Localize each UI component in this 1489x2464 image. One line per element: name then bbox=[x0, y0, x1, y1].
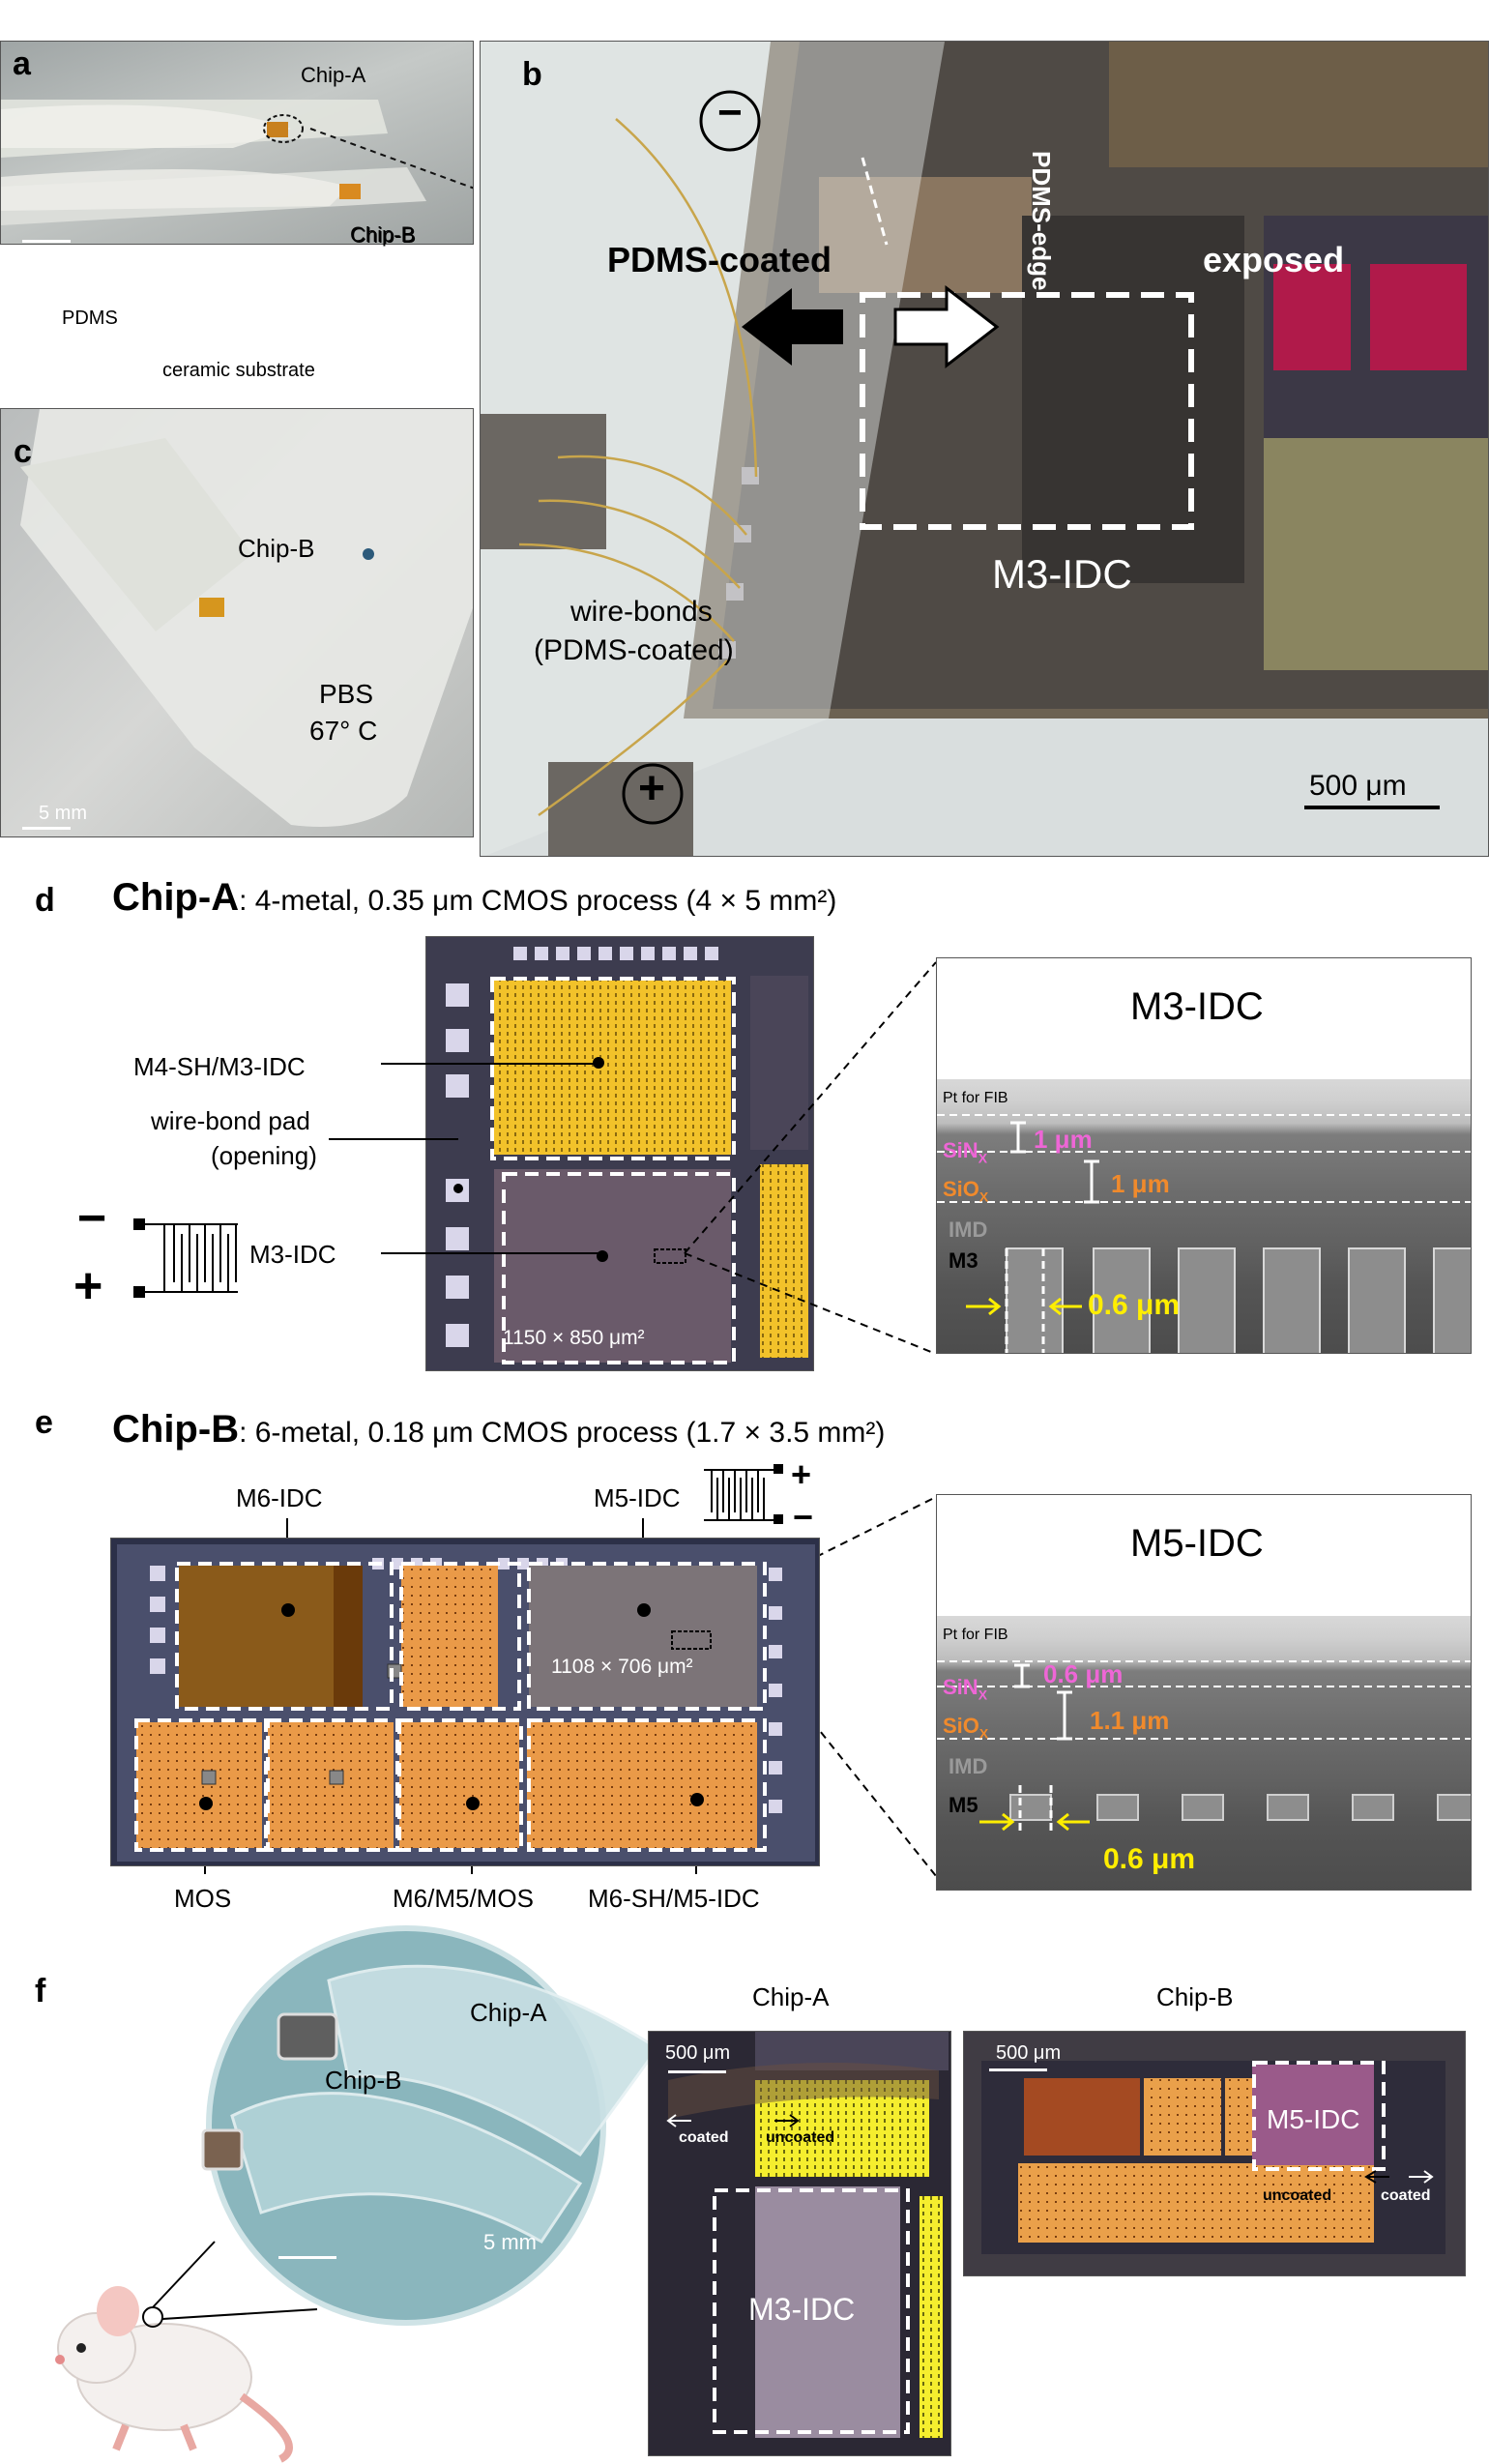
sem-m5-idc: M5-IDC Pt for FIB SiNX SiOX IMD M5 0.6 μ… bbox=[936, 1494, 1472, 1891]
chip-a-title-f: Chip-A bbox=[752, 1982, 830, 2011]
uncoated-label-a: uncoated bbox=[766, 2129, 835, 2146]
m6-idc-label: M6-IDC bbox=[236, 1483, 323, 1512]
pdms-coated-label: PDMS-coated bbox=[607, 240, 832, 279]
panel-e-label: e bbox=[35, 1404, 53, 1441]
idc-plus-e: + bbox=[791, 1454, 812, 1494]
uncoated-label-b: uncoated bbox=[1263, 2187, 1332, 2204]
wire-bond-pad-sublabel: (opening) bbox=[211, 1141, 317, 1170]
sio-sub-e: X bbox=[978, 1725, 989, 1742]
panel-c-photo bbox=[0, 408, 474, 837]
wire-bonds-label: wire-bonds bbox=[570, 596, 713, 628]
panel-a-photo: a Chip-A Chip-B PDMS bbox=[0, 41, 474, 245]
scale-label-f-b: 500 μm bbox=[996, 2042, 1062, 2064]
chip-a-title-rest: : 4-metal, 0.35 μm CMOS process (4 × 5 m… bbox=[239, 885, 837, 917]
panel-f-label: f bbox=[35, 1973, 46, 2009]
sio-d: SiO bbox=[943, 1177, 979, 1201]
panel-b-micrograph bbox=[480, 41, 1489, 857]
sin-e: SiN bbox=[943, 1675, 978, 1699]
chip-b-area: 1108 × 706 μm² bbox=[551, 1656, 693, 1678]
sem-title-e: M5-IDC bbox=[1130, 1522, 1264, 1565]
pt-fib-e: Pt for FIB bbox=[943, 1627, 1008, 1643]
sio-label-e: SiOX bbox=[943, 1714, 988, 1741]
chip-b-title-rest: : 6-metal, 0.18 μm CMOS process (1.7 × 3… bbox=[239, 1417, 886, 1449]
scale-label-f: 5 mm bbox=[483, 2230, 537, 2254]
chip-b-label: Chip-B bbox=[351, 223, 417, 245]
metal-label-e: M5 bbox=[949, 1793, 978, 1817]
minus-terminal: − bbox=[717, 89, 743, 136]
plus-terminal: + bbox=[638, 763, 666, 814]
sem-m3-idc: M3-IDC Pt for FIB SiNX SiOX IMD M3 1 μm … bbox=[936, 957, 1472, 1354]
temp-label: 67° C bbox=[309, 716, 378, 746]
chip-b-label-a: Chip-B bbox=[350, 222, 416, 247]
chip-a-layout bbox=[425, 936, 814, 1371]
sin-thickness-d: 1 μm bbox=[1034, 1125, 1093, 1154]
chip-a-implant-photo bbox=[648, 2031, 951, 2456]
imd-label-d: IMD bbox=[949, 1217, 988, 1242]
panel-c-label: c bbox=[14, 433, 32, 470]
m3-idc-label-d: M3-IDC bbox=[249, 1240, 336, 1269]
sem-title-d: M3-IDC bbox=[1130, 985, 1264, 1028]
chip-a-title-bold: Chip-A bbox=[112, 876, 240, 919]
wire-bond-pad-label: wire-bond pad bbox=[151, 1106, 310, 1135]
idc-plus-d: + bbox=[73, 1258, 103, 1314]
panel-b-label: b bbox=[522, 56, 542, 93]
chip-b-title-bold: Chip-B bbox=[112, 1408, 240, 1451]
m4-sh-m3-idc-label: M4-SH/M3-IDC bbox=[133, 1052, 306, 1081]
chip-b-layout bbox=[110, 1538, 820, 1866]
chip-b-implant-photo bbox=[963, 2031, 1466, 2276]
sio-thickness-e: 1.1 μm bbox=[1090, 1706, 1170, 1735]
coated-label-b: coated bbox=[1381, 2187, 1431, 2204]
idc-minus-d: − bbox=[77, 1190, 107, 1247]
chip-a-area: 1150 × 850 μm² bbox=[503, 1327, 645, 1349]
chip-b-title: Chip-B: 6-metal, 0.18 μm CMOS process (1… bbox=[112, 1408, 885, 1452]
chip-a-label-f: Chip-A bbox=[470, 1998, 547, 2027]
sio-e: SiO bbox=[943, 1714, 979, 1738]
pbs-label: PBS bbox=[319, 679, 374, 709]
idc-minus-e: − bbox=[793, 1497, 814, 1537]
coated-label-a: coated bbox=[679, 2129, 729, 2146]
m3-idc-label-f: M3-IDC bbox=[748, 2292, 856, 2327]
pdms-edge-label: PDMS-edge bbox=[1027, 151, 1056, 291]
pitch-d: 0.6 μm bbox=[1088, 1289, 1181, 1321]
pdms-label-a: PDMS bbox=[62, 308, 118, 329]
imd-label-e: IMD bbox=[949, 1754, 988, 1778]
sin-label-e: SiNX bbox=[943, 1675, 987, 1702]
mos-label: MOS bbox=[174, 1884, 232, 1913]
sin-sub-e: X bbox=[978, 1687, 988, 1703]
m5-idc-label: M5-IDC bbox=[594, 1483, 681, 1512]
scale-label-c: 5 mm bbox=[39, 803, 87, 824]
pitch-e: 0.6 μm bbox=[1103, 1843, 1196, 1875]
sio-thickness-d: 1 μm bbox=[1111, 1169, 1170, 1198]
m3-idc-label-b: M3-IDC bbox=[992, 551, 1132, 597]
ceramic-substrate-label: ceramic substrate bbox=[162, 360, 315, 381]
exposed-label: exposed bbox=[1203, 240, 1345, 279]
chip-b-label-c: Chip-B bbox=[238, 534, 315, 563]
mouse-implant-illustration bbox=[55, 1925, 660, 2463]
panel-d-label: d bbox=[35, 882, 55, 919]
sin-thickness-e: 0.6 μm bbox=[1043, 1659, 1124, 1688]
sio-sub-d: X bbox=[978, 1188, 989, 1205]
m6-m5-mos-label: M6/M5/MOS bbox=[393, 1884, 534, 1913]
wire-bonds-sublabel: (PDMS-coated) bbox=[534, 634, 734, 666]
sin-label-d: SiNX bbox=[943, 1138, 987, 1165]
chip-a-title: Chip-A: 4-metal, 0.35 μm CMOS process (4… bbox=[112, 876, 836, 920]
sio-label-d: SiOX bbox=[943, 1177, 988, 1204]
sin-d: SiN bbox=[943, 1138, 978, 1162]
scale-label-f-a: 500 μm bbox=[665, 2042, 731, 2064]
panel-a-label: a bbox=[13, 45, 31, 82]
m5-idc-label-f: M5-IDC bbox=[1267, 2104, 1360, 2134]
chip-a-label: Chip-A bbox=[301, 63, 366, 87]
sin-sub-d: X bbox=[978, 1150, 988, 1166]
m6-sh-m5-idc-label: M6-SH/M5-IDC bbox=[588, 1884, 760, 1913]
scale-label-b: 500 μm bbox=[1309, 770, 1407, 802]
chip-b-label-f: Chip-B bbox=[325, 2066, 402, 2095]
scale-label-a: 5 mm bbox=[39, 350, 87, 371]
pt-fib-d: Pt for FIB bbox=[943, 1090, 1008, 1106]
chip-b-title-f: Chip-B bbox=[1156, 1982, 1234, 2011]
metal-label-d: M3 bbox=[949, 1248, 978, 1273]
